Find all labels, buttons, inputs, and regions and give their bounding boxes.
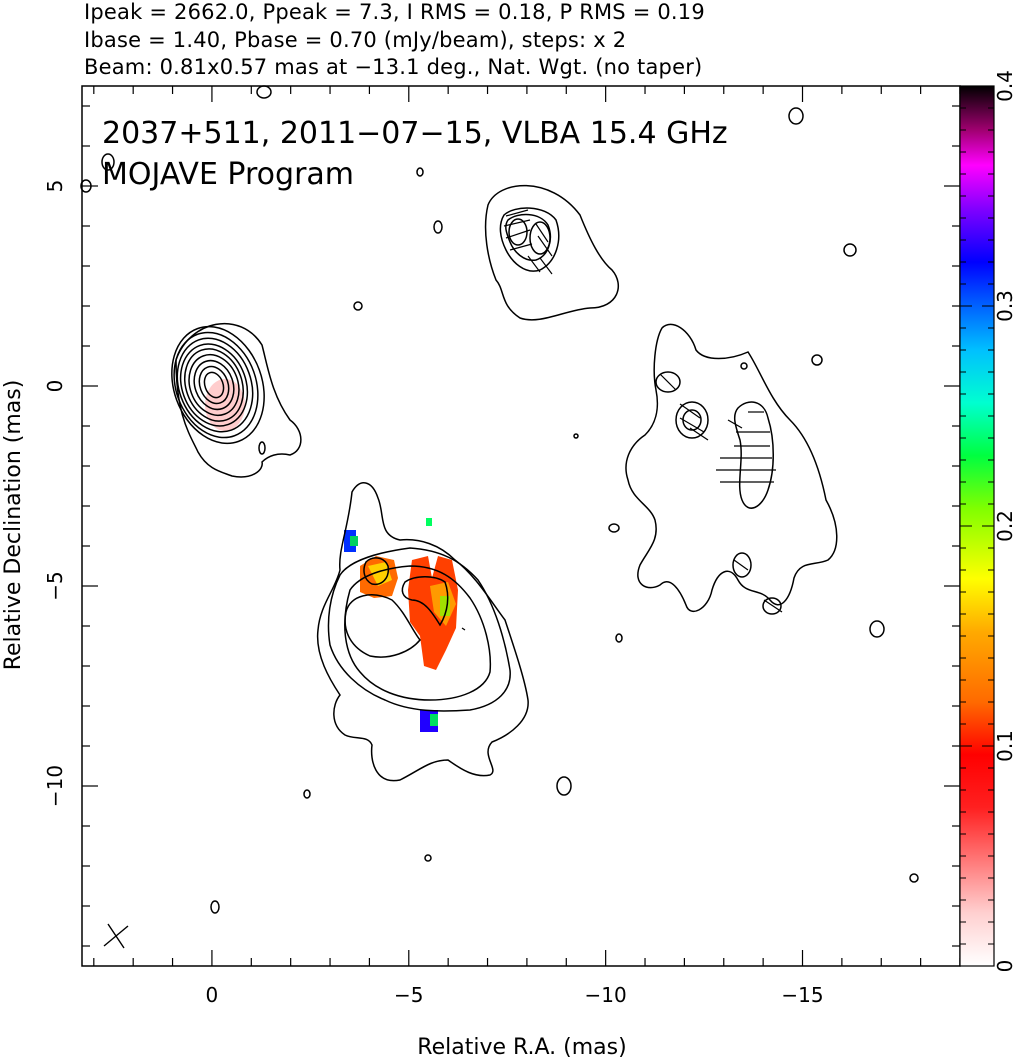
noise-contour — [353, 301, 363, 311]
evpa-tick — [503, 219, 531, 227]
pol-patch-green — [440, 596, 450, 616]
noise-contour — [909, 873, 919, 883]
core-pol-patch — [205, 379, 245, 431]
pol-patch-green-top — [350, 536, 358, 546]
noise-contour — [740, 362, 748, 370]
core-contour-6 — [184, 348, 244, 422]
west-blob-4 — [732, 552, 752, 578]
evpa-tick — [679, 417, 705, 433]
x-axis-label: Relative R.A. (mas) — [417, 1035, 626, 1060]
west-region-contour-1 — [625, 323, 838, 612]
south-region-contour-3 — [344, 565, 492, 701]
noise-contour — [811, 354, 823, 366]
noise-contour — [556, 776, 572, 796]
pol-patch-green-bottom — [430, 714, 438, 726]
core-contour-4 — [176, 337, 254, 433]
core-contour-3 — [173, 331, 259, 439]
y-tick-label: 0 — [43, 380, 67, 393]
colorbar-tick-label: 0.2 — [993, 510, 1017, 542]
beam-symbol — [103, 923, 129, 949]
evpa-tick — [505, 229, 531, 239]
south-region-contour-6 — [363, 557, 390, 586]
y-tick-label: 5 — [43, 180, 67, 193]
header-line-1: Ipeak = 2662.0, Ppeak = 7.3, I RMS = 0.1… — [84, 0, 705, 24]
y-tick-label: −10 — [43, 765, 67, 807]
y-axis-label: Relative Declination (mas) — [1, 380, 26, 671]
evpa-tick — [689, 427, 709, 441]
west-blob-5 — [762, 597, 782, 615]
core-contour-10 — [203, 371, 225, 399]
noise-contour — [101, 153, 115, 171]
south-region-contour-5 — [401, 576, 449, 627]
colorbar-tick-label: 0.1 — [993, 730, 1017, 762]
evpa-tick — [509, 243, 533, 251]
axis-ticks — [82, 86, 961, 966]
y-tick-label: −5 — [43, 571, 67, 600]
evpa-tick — [505, 209, 529, 217]
south-region-contour-4 — [344, 594, 421, 658]
evpa-tick — [733, 559, 749, 571]
core-contour-blob — [258, 441, 266, 455]
evpa-tick — [679, 403, 701, 419]
west-blob-3 — [733, 401, 774, 509]
noise-contour — [424, 854, 432, 862]
noise-contour — [573, 433, 579, 439]
core-contour-9 — [198, 365, 230, 405]
west-blob-2 — [675, 401, 709, 439]
noise-contour — [788, 107, 804, 125]
evpa-tick — [535, 223, 549, 243]
north-knot-contour-4 — [508, 218, 528, 246]
evpa-tick — [527, 255, 541, 273]
core-contour-5 — [179, 343, 249, 427]
evpa-tick — [537, 235, 553, 257]
pol-patch-green-small — [426, 518, 432, 526]
header-line-2: Ibase = 1.40, Pbase = 0.70 (mJy/beam), s… — [84, 28, 627, 52]
intensity-contours — [80, 85, 919, 914]
x-tick-labels: 0 −5 −10 −15 — [206, 983, 824, 1007]
evpa-tick — [539, 257, 553, 275]
evpa-tick — [763, 599, 783, 613]
south-region-contour-1 — [316, 482, 529, 782]
plot-frame — [81, 85, 961, 967]
core-contour-7 — [188, 353, 240, 417]
pol-patch-left-core — [368, 562, 392, 586]
west-blob-1 — [655, 371, 681, 393]
noise-contour — [608, 523, 620, 533]
evpa-tick — [659, 373, 677, 391]
evpa-tick — [461, 627, 466, 631]
noise-contour — [433, 220, 443, 234]
x-tick-label: −15 — [781, 983, 823, 1007]
colorbar-tick-label: 0.4 — [993, 70, 1017, 102]
header-line-3: Beam: 0.81x0.57 mas at −13.1 deg., Nat. … — [84, 55, 703, 79]
south-region-contour-2 — [327, 547, 511, 712]
noise-contour — [615, 633, 623, 643]
noise-contour — [416, 167, 424, 177]
noise-contour — [303, 789, 311, 799]
noise-contour — [210, 900, 220, 914]
evpa-tick — [727, 419, 743, 429]
core-contour-2 — [171, 325, 265, 445]
colorbar-tick-labels: 0 0.1 0.2 0.3 0.4 — [993, 70, 1017, 972]
north-knot-contour-2 — [499, 207, 560, 272]
evpa-vectors — [461, 209, 783, 631]
noise-contour — [256, 85, 272, 99]
colorbar-tick-label: 0 — [993, 960, 1017, 973]
y-tick-labels: 5 0 −5 −10 — [43, 180, 67, 807]
core-contour-8 — [193, 359, 235, 411]
noise-contour — [869, 620, 885, 638]
north-knot-contour-3 — [505, 213, 552, 261]
north-knot-contour-1 — [484, 184, 620, 321]
program-annotation: MOJAVE Program — [102, 157, 354, 192]
source-annotation: 2037+511, 2011−07−15, VLBA 15.4 GHz — [102, 116, 728, 151]
colorbar-tick-label: 0.3 — [993, 290, 1017, 322]
x-tick-label: 0 — [206, 983, 219, 1007]
north-knot-contour-5 — [529, 221, 551, 255]
x-tick-label: −5 — [394, 983, 423, 1007]
core-contour-1 — [175, 322, 302, 478]
noise-contour — [843, 243, 857, 257]
x-tick-label: −10 — [585, 983, 627, 1007]
colorbar-ticks — [960, 85, 994, 967]
